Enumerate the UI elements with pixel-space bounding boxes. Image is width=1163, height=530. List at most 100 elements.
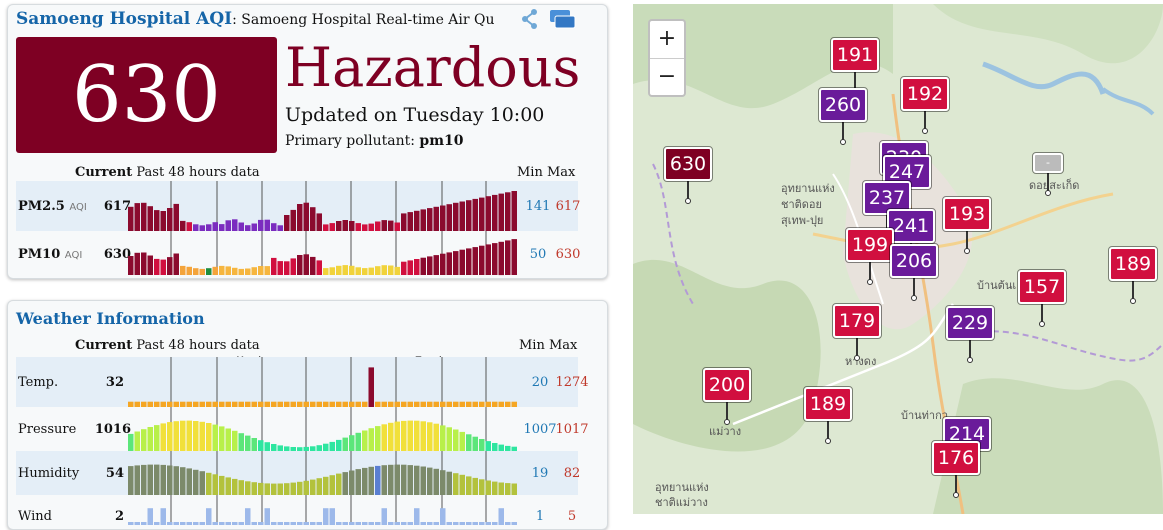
- station-aqi-value[interactable]: 260: [818, 87, 868, 123]
- history-bar: [433, 468, 439, 495]
- aqi-map[interactable]: + − อุทยานแห่ง ชาติดอย สุเทพ-ปุย ดอยสะเก…: [633, 4, 1163, 514]
- history-bar: [167, 257, 173, 275]
- zoom-out-button[interactable]: −: [650, 58, 684, 95]
- history-bar: [407, 401, 413, 407]
- station-marker[interactable]: 179: [832, 303, 882, 361]
- history-bar: [225, 522, 231, 525]
- station-marker[interactable]: 191: [830, 37, 880, 95]
- history-bar: [264, 401, 270, 407]
- history-bar: [342, 220, 348, 231]
- history-bar: [433, 255, 439, 275]
- history-bar: [466, 248, 472, 275]
- map-label: ชาติแม่วาง: [655, 496, 708, 509]
- weather-col-headers: Current Past 48 hours data: [75, 338, 260, 353]
- history-bar: [388, 401, 394, 407]
- station-aqi-value[interactable]: 206: [889, 243, 939, 279]
- station-aqi-value[interactable]: 192: [900, 76, 950, 112]
- history-bar: [277, 261, 283, 275]
- history-bar: [160, 423, 166, 451]
- history-bar: [342, 401, 348, 407]
- history-bar: [323, 476, 329, 495]
- station-marker[interactable]: 229: [945, 305, 995, 363]
- humidity-sparkline[interactable]: [128, 451, 518, 495]
- station-aqi-value[interactable]: 189: [1108, 246, 1158, 282]
- history-bar: [323, 224, 329, 231]
- embed-widget-icon[interactable]: [549, 8, 577, 30]
- station-aqi-value[interactable]: 630: [663, 146, 713, 182]
- history-bar: [407, 465, 413, 495]
- weather-col-min: Min: [519, 338, 545, 353]
- pm10-name: PM10: [18, 247, 61, 262]
- history-bar: [323, 508, 329, 525]
- history-bar: [180, 220, 186, 231]
- station-aqi-value[interactable]: 189: [803, 386, 853, 422]
- station-marker[interactable]: 189: [803, 386, 853, 444]
- pressure-current: 1016: [94, 422, 131, 437]
- history-bar: [479, 401, 485, 407]
- station-aqi-value[interactable]: 191: [830, 37, 880, 73]
- station-marker[interactable]: 241: [886, 208, 936, 266]
- wind-current: 2: [114, 509, 124, 524]
- pm25-sparkline[interactable]: [128, 181, 518, 231]
- history-bar: [459, 201, 465, 231]
- station-marker[interactable]: 206: [889, 243, 939, 301]
- history-bar: [336, 439, 342, 451]
- history-bar: [154, 425, 160, 451]
- history-bar: [186, 266, 192, 275]
- history-bar: [453, 429, 459, 451]
- history-bar: [290, 258, 296, 275]
- history-bar: [303, 446, 309, 451]
- history-bar: [277, 483, 283, 495]
- history-bar: [433, 522, 439, 525]
- history-bar: [245, 481, 251, 495]
- station-marker[interactable]: 189: [1108, 246, 1158, 304]
- history-bar: [349, 435, 355, 451]
- station-aqi-value[interactable]: 200: [702, 367, 752, 403]
- station-aqi-value[interactable]: 199: [845, 227, 895, 263]
- history-bar: [453, 522, 459, 525]
- station-marker[interactable]: 260: [818, 87, 868, 145]
- history-bar: [368, 428, 374, 451]
- pressure-sparkline[interactable]: [128, 407, 518, 451]
- station-aqi-value[interactable]: 229: [945, 305, 995, 341]
- station-marker[interactable]: 193: [942, 196, 992, 254]
- history-bar: [173, 203, 179, 231]
- history-bar: [173, 522, 179, 525]
- station-aqi-value[interactable]: 157: [1017, 269, 1067, 305]
- history-bar: [199, 401, 205, 407]
- history-bar: [420, 466, 426, 495]
- history-bar: [258, 266, 264, 275]
- history-bar: [505, 192, 511, 231]
- station-marker[interactable]: 192: [900, 76, 950, 134]
- station-marker[interactable]: 630: [663, 146, 713, 204]
- history-bar: [323, 268, 329, 275]
- station-aqi-value[interactable]: 179: [832, 303, 882, 339]
- station-marker[interactable]: 157: [1017, 269, 1067, 327]
- station-aqi-value[interactable]: 193: [942, 196, 992, 232]
- zoom-in-button[interactable]: +: [657, 26, 677, 51]
- weather-title[interactable]: Weather Information: [16, 309, 205, 328]
- station-marker[interactable]: 176: [931, 440, 981, 498]
- history-bar: [264, 266, 270, 275]
- header-icons: [521, 8, 577, 30]
- share-icon[interactable]: [521, 8, 539, 30]
- temp-sparkline[interactable]: [128, 357, 518, 407]
- history-bar: [186, 222, 192, 231]
- station-aqi-value[interactable]: 241: [886, 208, 936, 244]
- station-marker[interactable]: 200: [702, 367, 752, 425]
- marker-dot: [840, 139, 846, 145]
- history-bar: [394, 401, 400, 407]
- primary-pollutant: Primary pollutant: pm10: [285, 133, 464, 149]
- history-bar: [485, 522, 491, 525]
- wind-sparkline[interactable]: [128, 495, 518, 525]
- station-marker[interactable]: 199: [845, 227, 895, 285]
- history-bar: [154, 210, 160, 231]
- station-marker[interactable]: -: [1032, 152, 1064, 196]
- humidity-row: Humidity 54 19 82: [16, 451, 580, 495]
- station-aqi-value[interactable]: -: [1032, 152, 1064, 174]
- pm10-sparkline[interactable]: [128, 231, 518, 276]
- history-bar: [446, 204, 452, 231]
- city-aqi-link[interactable]: Samoeng Hospital AQI: [16, 9, 233, 29]
- history-bar: [472, 436, 478, 451]
- station-aqi-value[interactable]: 176: [931, 440, 981, 476]
